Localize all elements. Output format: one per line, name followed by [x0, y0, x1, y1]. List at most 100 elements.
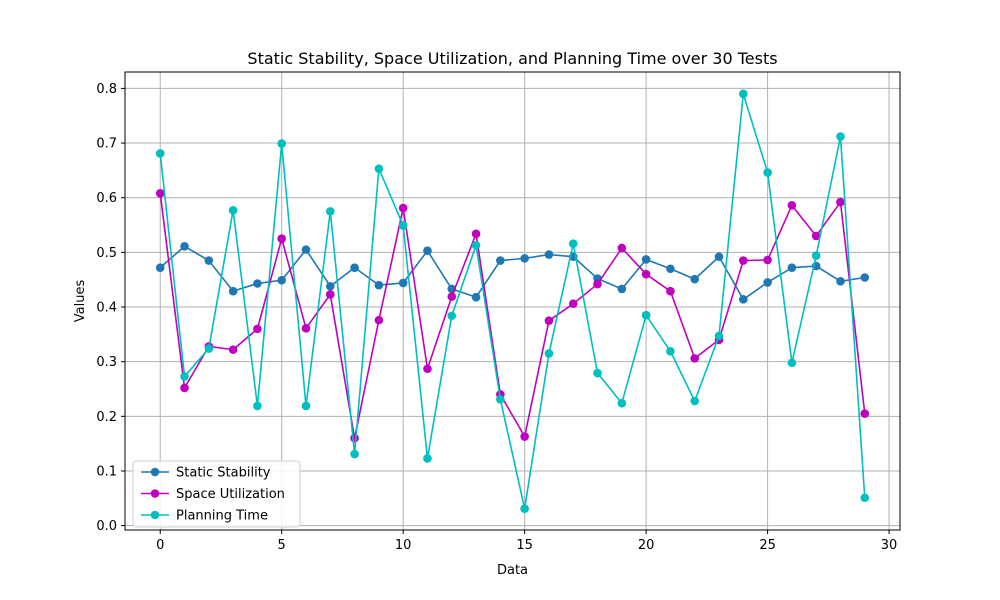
- data-point-space-utilization: [593, 279, 602, 289]
- data-point-static-stability: [180, 242, 189, 251]
- series-planning-time: [155, 89, 870, 513]
- legend: Static Stability Space Utilization Plannin…: [132, 460, 301, 528]
- data-point-planning-time: [155, 149, 165, 158]
- x-tick-label: 5: [278, 538, 286, 553]
- y-axis-label: Values: [73, 280, 88, 323]
- data-point-static-stability: [544, 250, 554, 259]
- data-point-planning-time: [787, 358, 797, 368]
- data-point-space-utilization: [253, 324, 262, 334]
- legend-label: Static Stability: [176, 466, 271, 481]
- data-point-space-utilization: [738, 256, 748, 265]
- data-point-space-utilization: [277, 234, 287, 243]
- data-point-static-stability: [374, 280, 384, 290]
- data-point-planning-time: [180, 372, 189, 381]
- legend-marker-space-utilization: [150, 489, 160, 498]
- data-point-planning-time: [593, 368, 602, 378]
- data-point-planning-time: [763, 168, 772, 177]
- data-point-planning-time: [836, 132, 845, 141]
- data-point-space-utilization: [447, 292, 457, 301]
- data-point-static-stability: [228, 286, 238, 296]
- legend-item-space-utilization: Space Utilization: [141, 487, 285, 502]
- data-point-space-utilization: [180, 383, 189, 393]
- chart-title: Static Stability, Space Utilization, and…: [247, 49, 777, 68]
- data-point-static-stability: [641, 255, 651, 264]
- x-tick-label: 20: [638, 538, 655, 553]
- data-point-space-utilization: [301, 324, 311, 333]
- data-point-space-utilization: [520, 432, 529, 441]
- data-point-planning-time: [204, 344, 214, 353]
- data-point-planning-time: [350, 449, 359, 459]
- legend-item-static-stability: Static Stability: [141, 466, 271, 481]
- data-point-planning-time: [496, 395, 505, 404]
- data-point-static-stability: [325, 281, 335, 291]
- data-point-static-stability: [496, 256, 505, 265]
- legend-marker-static-stability: [150, 467, 160, 477]
- data-point-space-utilization: [155, 189, 165, 198]
- legend-label: Space Utilization: [176, 487, 285, 502]
- data-point-static-stability: [787, 263, 797, 272]
- data-point-space-utilization: [423, 364, 432, 374]
- data-point-space-utilization: [374, 315, 384, 325]
- y-tick-label: 0.5: [96, 246, 117, 261]
- data-point-space-utilization: [811, 231, 821, 241]
- x-tick-label: 15: [516, 538, 533, 553]
- data-point-planning-time: [374, 164, 384, 174]
- data-point-static-stability: [253, 279, 262, 288]
- x-axis-label: Data: [497, 563, 528, 578]
- data-point-space-utilization: [325, 290, 335, 299]
- x-tick-label: 30: [881, 538, 898, 553]
- data-point-planning-time: [228, 205, 238, 215]
- plot-frame: [124, 71, 901, 531]
- data-point-static-stability: [690, 274, 700, 284]
- data-point-space-utilization: [617, 243, 627, 253]
- data-point-planning-time: [277, 139, 287, 148]
- data-point-space-utilization: [398, 203, 408, 213]
- data-point-space-utilization: [836, 197, 845, 207]
- data-point-static-stability: [155, 263, 165, 272]
- y-tick-label: 0.7: [96, 137, 117, 152]
- data-point-planning-time: [617, 398, 627, 408]
- data-point-planning-time: [325, 207, 335, 216]
- legend-item-planning-time: Planning Time: [141, 509, 268, 524]
- data-point-space-utilization: [568, 299, 578, 309]
- data-point-planning-time: [520, 504, 529, 513]
- data-point-planning-time: [471, 240, 481, 250]
- data-point-static-stability: [277, 275, 287, 285]
- data-point-space-utilization: [666, 286, 675, 296]
- data-point-planning-time: [301, 401, 311, 411]
- data-point-static-stability: [860, 273, 870, 282]
- data-point-space-utilization: [787, 201, 797, 210]
- data-point-planning-time: [811, 251, 821, 260]
- data-point-static-stability: [398, 278, 408, 288]
- data-point-planning-time: [423, 454, 432, 463]
- y-tick-label: 0.3: [96, 355, 117, 370]
- data-point-planning-time: [641, 310, 651, 320]
- x-tick-label: 0: [156, 538, 164, 553]
- data-point-planning-time: [714, 331, 724, 341]
- data-point-space-utilization: [350, 433, 359, 443]
- data-point-static-stability: [471, 292, 481, 302]
- data-point-planning-time: [860, 493, 870, 503]
- y-tick-label: 0.1: [96, 464, 117, 479]
- data-point-planning-time: [447, 311, 457, 321]
- data-point-space-utilization: [860, 409, 870, 418]
- data-point-static-stability: [714, 252, 724, 262]
- x-tick-label: 25: [759, 538, 776, 553]
- data-point-space-utilization: [228, 345, 238, 354]
- legend-marker-planning-time: [150, 510, 160, 520]
- data-point-static-stability: [617, 284, 627, 294]
- data-point-static-stability: [836, 277, 845, 286]
- data-point-planning-time: [690, 396, 700, 406]
- data-point-space-utilization: [544, 316, 554, 325]
- data-point-planning-time: [666, 346, 675, 356]
- data-point-space-utilization: [471, 229, 481, 239]
- legend-box: [132, 460, 301, 528]
- y-tick-label: 0.2: [96, 410, 117, 425]
- data-point-static-stability: [738, 295, 748, 304]
- x-tick-label: 10: [395, 538, 412, 553]
- data-point-static-stability: [666, 264, 675, 274]
- data-point-space-utilization: [763, 255, 772, 265]
- y-tick-label: 0.4: [96, 301, 117, 316]
- data-point-planning-time: [398, 221, 408, 230]
